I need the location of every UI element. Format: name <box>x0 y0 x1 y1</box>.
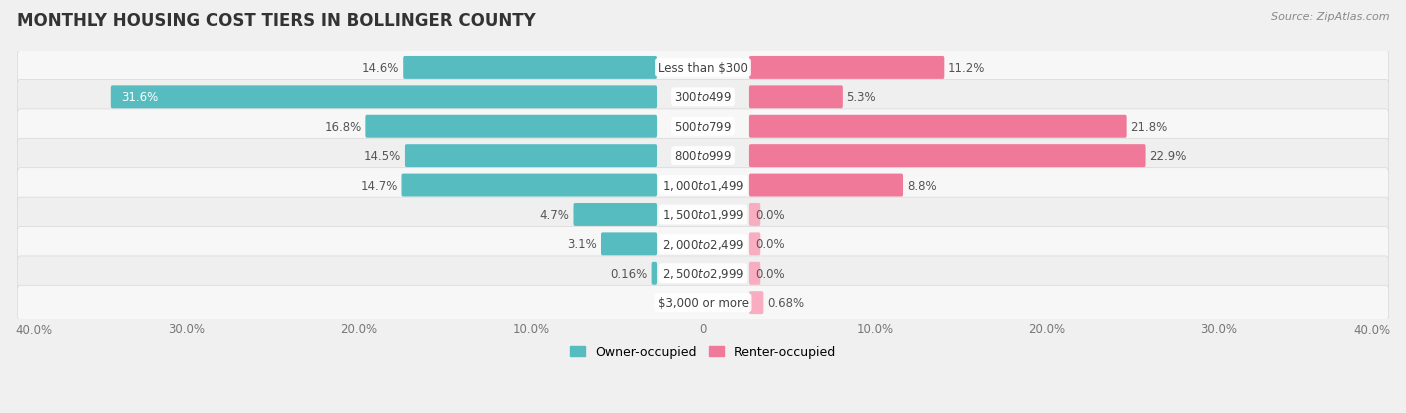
Text: 40.0%: 40.0% <box>15 323 52 337</box>
Text: 0.0%: 0.0% <box>755 238 785 251</box>
Text: 31.6%: 31.6% <box>121 91 157 104</box>
Text: MONTHLY HOUSING COST TIERS IN BOLLINGER COUNTY: MONTHLY HOUSING COST TIERS IN BOLLINGER … <box>17 12 536 30</box>
Text: 0.16%: 0.16% <box>610 267 648 280</box>
FancyBboxPatch shape <box>749 116 1126 138</box>
Legend: Owner-occupied, Renter-occupied: Owner-occupied, Renter-occupied <box>565 341 841 363</box>
FancyBboxPatch shape <box>18 80 1388 115</box>
Text: 16.8%: 16.8% <box>325 121 361 133</box>
FancyBboxPatch shape <box>749 233 761 256</box>
Text: Less than $300: Less than $300 <box>658 62 748 75</box>
Text: 5.3%: 5.3% <box>846 91 876 104</box>
FancyBboxPatch shape <box>749 292 763 314</box>
FancyBboxPatch shape <box>402 174 657 197</box>
Text: 21.8%: 21.8% <box>1130 121 1167 133</box>
FancyBboxPatch shape <box>18 168 1388 203</box>
Text: $300 to $499: $300 to $499 <box>673 91 733 104</box>
Text: 14.6%: 14.6% <box>363 62 399 75</box>
Text: 14.7%: 14.7% <box>360 179 398 192</box>
FancyBboxPatch shape <box>600 233 657 256</box>
Text: 0.0%: 0.0% <box>755 267 785 280</box>
Text: $500 to $799: $500 to $799 <box>673 121 733 133</box>
FancyBboxPatch shape <box>18 109 1388 144</box>
Text: $1,000 to $1,499: $1,000 to $1,499 <box>662 178 744 192</box>
FancyBboxPatch shape <box>18 51 1388 85</box>
FancyBboxPatch shape <box>749 204 761 226</box>
FancyBboxPatch shape <box>651 262 657 285</box>
FancyBboxPatch shape <box>111 86 657 109</box>
Text: 40.0%: 40.0% <box>1354 323 1391 337</box>
Text: $3,000 or more: $3,000 or more <box>658 297 748 309</box>
Text: 14.5%: 14.5% <box>364 150 401 163</box>
Text: $1,500 to $1,999: $1,500 to $1,999 <box>662 208 744 222</box>
FancyBboxPatch shape <box>18 198 1388 232</box>
FancyBboxPatch shape <box>366 116 657 138</box>
Text: 3.1%: 3.1% <box>568 238 598 251</box>
FancyBboxPatch shape <box>749 86 842 109</box>
FancyBboxPatch shape <box>404 57 657 80</box>
Text: $800 to $999: $800 to $999 <box>673 150 733 163</box>
FancyBboxPatch shape <box>18 227 1388 261</box>
Text: 0.0%: 0.0% <box>755 209 785 221</box>
FancyBboxPatch shape <box>18 256 1388 291</box>
FancyBboxPatch shape <box>749 145 1146 168</box>
Text: 11.2%: 11.2% <box>948 62 986 75</box>
Text: 22.9%: 22.9% <box>1149 150 1187 163</box>
FancyBboxPatch shape <box>749 57 945 80</box>
Text: $2,500 to $2,999: $2,500 to $2,999 <box>662 267 744 280</box>
Text: $2,000 to $2,499: $2,000 to $2,499 <box>662 237 744 251</box>
FancyBboxPatch shape <box>405 145 657 168</box>
FancyBboxPatch shape <box>18 139 1388 173</box>
FancyBboxPatch shape <box>574 204 657 226</box>
Text: 4.7%: 4.7% <box>540 209 569 221</box>
FancyBboxPatch shape <box>749 262 761 285</box>
FancyBboxPatch shape <box>18 286 1388 320</box>
Text: 8.8%: 8.8% <box>907 179 936 192</box>
Text: 0.68%: 0.68% <box>768 297 804 309</box>
Text: Source: ZipAtlas.com: Source: ZipAtlas.com <box>1271 12 1389 22</box>
FancyBboxPatch shape <box>749 174 903 197</box>
